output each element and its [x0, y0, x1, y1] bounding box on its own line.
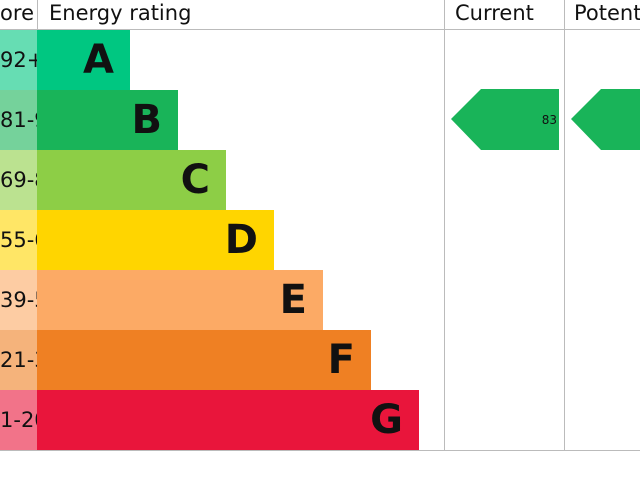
score-range-text: 39-54 — [0, 288, 37, 312]
score-range-g: 1-20 — [0, 390, 37, 450]
score-range-c: 69-80 — [0, 150, 37, 210]
score-range-text: 69-80 — [0, 168, 37, 192]
score-range-text: 21-38 — [0, 348, 37, 372]
rating-bar-f: F — [37, 330, 371, 390]
rating-bar-g: G — [37, 390, 419, 450]
rating-bar-a: A — [37, 30, 130, 90]
divider — [37, 0, 38, 30]
header-potential: Potential — [574, 1, 640, 25]
rating-bar-d: D — [37, 210, 274, 270]
score-range-e: 39-54 — [0, 270, 37, 330]
divider — [564, 0, 565, 451]
score-range-d: 55-68 — [0, 210, 37, 270]
score-range-f: 21-38 — [0, 330, 37, 390]
divider — [444, 0, 445, 451]
score-range-text: 55-68 — [0, 228, 37, 252]
score-range-text: 92+ — [0, 48, 37, 72]
score-range-b: 81-91 — [0, 90, 37, 150]
rating-bar-b: B — [37, 90, 178, 150]
header-energy-rating: Energy rating — [49, 1, 192, 25]
header-score: Score — [0, 1, 34, 25]
score-range-text: 81-91 — [0, 108, 37, 132]
divider — [0, 450, 640, 451]
rating-bar-c: C — [37, 150, 226, 210]
score-range-text: 1-20 — [0, 408, 37, 432]
header-current: Current — [455, 1, 534, 25]
divider — [0, 29, 640, 30]
current-rating-arrow — [451, 89, 559, 150]
current-rating-value: 83 — [541, 113, 557, 127]
potential-rating-arrow — [571, 89, 640, 150]
rating-bar-e: E — [37, 270, 323, 330]
score-range-a: 92+ — [0, 30, 37, 90]
